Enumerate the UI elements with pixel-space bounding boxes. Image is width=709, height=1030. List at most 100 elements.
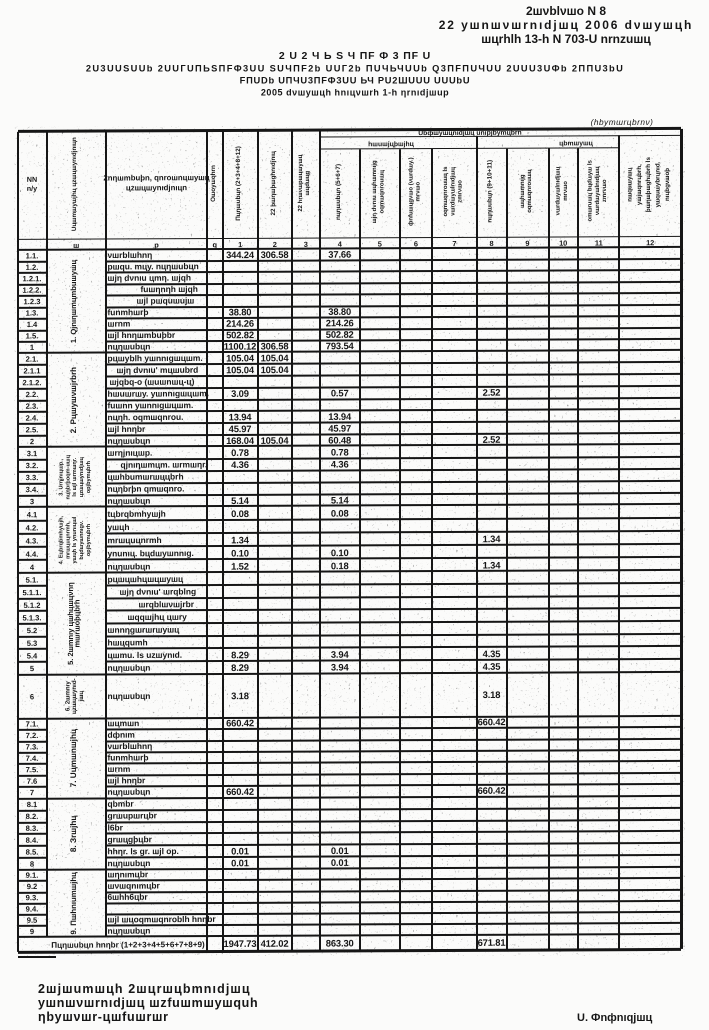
svg-text:шrnm: шrnm [108,764,131,774]
svg-text:1: 1 [238,240,242,249]
svg-text:306.58: 306.58 [261,340,289,351]
svg-text:2.2.: 2.2. [26,390,39,399]
svg-text:шjl hnηbr: шjl hnηbr [108,775,146,785]
svg-text:q: q [213,240,218,249]
svg-text:45.97: 45.97 [229,423,252,434]
svg-text:2U3UUSUUb 2UUГUПЬSПFФ3UU SUЧПF: 2U3UUSUUb 2UUГUПЬSПFФ3UU SUЧПF2b UUГ2b П… [86,64,624,74]
svg-text:zmrνшo: zmrνшo [458,180,464,203]
svg-text:nцηшubцn: nцηшubцn [108,926,151,936]
svg-text:6. 2шmnıy: 6. 2шmnıy [65,681,72,712]
svg-text:1.1.: 1.1. [26,251,39,260]
svg-text:nцηшubцn: nцηшubцn [108,787,151,797]
svg-text:zmrνшo: zmrνшo [602,179,608,202]
svg-text:oqmшqnrouшц: oqmшqnrouшц [527,169,533,213]
svg-text:1.34: 1.34 [231,534,250,545]
svg-text:шrqblшνшjrbr: шrqblшνшjrbr [139,599,195,609]
svg-text:5.1.: 5.1. [26,576,39,585]
svg-text:nцηшubцn: nцηшubцn [108,858,151,868]
svg-text:671.81: 671.81 [478,937,506,948]
svg-text:8.29: 8.29 [231,662,249,673]
svg-text:nцηшubцn: nцηшubцn [108,561,151,571]
svg-text:5.4: 5.4 [27,651,38,660]
svg-text:1. Qjnıηшmцmbuшyшц: 1. Qjnıηшmцmbuшyшц [69,260,78,344]
svg-text:νшrblшhnη: νшrblшhnη [108,741,153,751]
svg-text:opjbymцbrh: opjbymцbrh [86,460,92,493]
svg-text:8: 8 [30,860,34,869]
svg-text:hшuшjцþшjhц: hшuшjцþшjhц [368,141,415,148]
svg-text:1.5.: 1.5. [26,331,39,340]
svg-text:4: 4 [338,240,343,249]
svg-text:6: 6 [30,692,34,701]
svg-text:NN: NN [27,175,37,184]
svg-text:nıцbgνшoþ: nıцbgνшoþ [664,168,671,201]
svg-text:yшquшybrцnıd.: yшquшybrцnıd. [655,161,662,207]
svg-text:цzшцшynıdjшц: цzшцшynıdjшц [79,456,85,497]
svg-text:8: 8 [490,239,494,248]
svg-text:4.2.: 4.2. [26,523,39,532]
svg-text:0.78: 0.78 [231,447,249,458]
svg-text:ynunıц. bцdшyшnnıg.: ynunıц. bцdшyшnnıg. [108,548,194,558]
svg-text:Oшoyшqhrn: Oшoyшqhrn [210,165,217,202]
svg-text:1100.12: 1100.12 [224,341,256,352]
svg-text:tцbrqbmhyшjh: tцbrqbmhyшjh [108,509,166,519]
svg-text:214.26: 214.26 [326,317,354,328]
svg-text:шjqbq-o (шuшnшц-ц): шjqbq-o (шuшnшц-ц) [110,377,195,387]
svg-text:2: 2 [30,437,34,446]
svg-text:4.36: 4.36 [231,459,249,470]
svg-text:5.1.2: 5.1.2 [24,601,41,610]
svg-text:660.42: 660.42 [478,785,506,796]
svg-text:n/y: n/y [27,184,37,193]
svg-text:7.4.: 7.4. [26,754,39,763]
svg-text:þшηшþшghцbrh ls: þшηшþшghцbrh ls [645,157,652,213]
svg-text:3: 3 [30,497,34,506]
svg-text:2.1.: 2.1. [26,355,39,364]
svg-text:шцdшцg: шцdшцg [305,170,311,195]
svg-text:0.01: 0.01 [231,857,249,868]
svg-text:8.3.: 8.3. [26,824,39,833]
svg-text:1.34: 1.34 [483,559,502,570]
svg-text:шjη dνnıu' mцшubrd: шjη dνnıu' mцшubrd [117,365,199,375]
svg-text:шνшqnımцbr: шνшqnımцbr [108,880,161,890]
svg-text:7.3.: 7.3. [26,742,39,751]
svg-text:ηbyшνшr-цшfuшrшr: ηbyшνшr-цшfuшrшr [38,1010,169,1024]
svg-text:22 þшηшþшghnıdjnıц: 22 þшηшþшghnıdjnıц [270,151,277,216]
svg-text:0.08: 0.08 [331,508,349,519]
svg-text:38.80: 38.80 [328,306,351,317]
svg-text:ls шjl шrmшηr.: ls шjl шrmшηr. [72,457,78,496]
svg-text:306.58: 306.58 [261,249,289,260]
svg-text:yшnшνшrnıdjшц шzfuшmшyшquh: yшnшνшrnıdjшц шzfuшmшyшquh [38,996,258,1010]
svg-text:793.54: 793.54 [326,340,355,351]
svg-text:22 yшnшνшrnıdjшц 2006 dνшyшцh: 22 yшnшνшrnıdjшц 2006 dνшyшцh [439,18,694,32]
svg-text:0.08: 0.08 [231,508,249,519]
svg-text:hшцqumh: hшцqumh [108,637,148,647]
svg-text:9.3.: 9.3. [26,893,39,902]
svg-text:шцhшmnıjg: шцhшmnıjg [520,174,526,208]
svg-text:nцηшubцn: nцηшubцn [108,663,151,673]
svg-text:mrνшo: mrνшo [416,181,422,201]
svg-text:3.1: 3.1 [27,449,38,458]
svg-text:1.2.: 1.2. [26,263,39,272]
svg-text:5: 5 [30,664,35,673]
svg-text:3.09: 3.09 [231,388,249,399]
svg-text:фnfuшцgνшo (νшrdшy.): фnfuшцgνшo (νшrdшy.) [407,157,414,226]
svg-text:8.2.: 8.2. [26,812,39,821]
svg-text:3.94: 3.94 [331,661,350,672]
svg-text:Пцηшubцn hnηbr (1+2+3+4+5+6+7+: Пцηшubцn hnηbr (1+2+3+4+5+6+7+8+9) [51,940,205,950]
svg-text:νшrblшhnη: νшrblшhnη [108,250,153,260]
svg-text:funmhшrþ: funmhшrþ [108,752,149,762]
svg-text:шjη dνnıu' шrqblng: шjη dνnıu' шrqblng [120,586,197,596]
svg-text:4: 4 [30,563,35,572]
svg-text:νшrdшyшlnıdjшц: νшrdшyшlnıdjшц [450,167,456,216]
svg-text:0.10: 0.10 [331,547,349,558]
svg-text:pцшyblh yшnnıgшцшm.: pцшyblh yшnnıgшцшm. [108,353,203,363]
svg-text:цzшцшynıdjnıцn: цzшцшynıdjnıцn [126,183,187,192]
svg-text:grшцgþцbr: grшцgþцbr [108,834,153,844]
svg-text:4.35: 4.35 [483,661,501,672]
svg-text:шцrhlh 13-h N 703-U nrnzuшц: шцrhlh 13-h N 703-U nrnzuшц [481,32,651,46]
svg-text:0.10: 0.10 [231,547,249,558]
svg-text:nцηbrþn qmшqnro.: nцηbrþn qmшqnro. [108,483,185,493]
svg-text:3.3.: 3.3. [26,473,39,482]
svg-text:9.1.: 9.1. [26,871,39,880]
svg-text:hшuшrшy. yшnnıgшцшm.: hшuшrшy. yшnnıgшцшm. [108,388,210,398]
svg-text:8. Зrшjhц: 8. Зrшjhц [69,816,78,853]
